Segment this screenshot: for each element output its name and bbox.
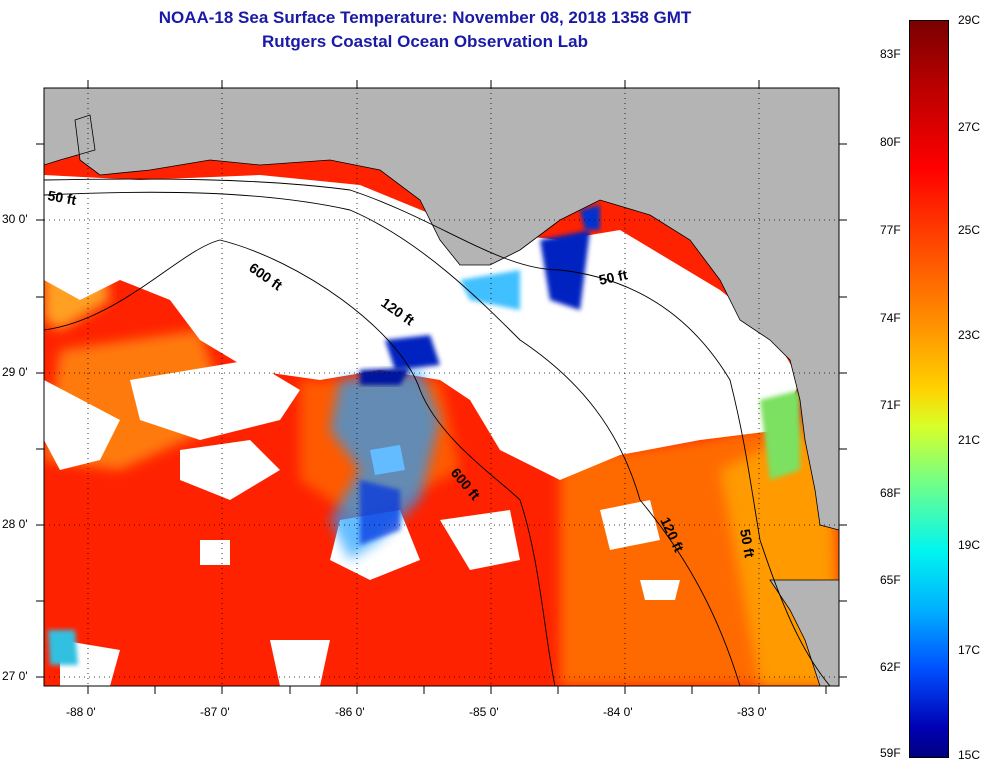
title-line-1: NOAA-18 Sea Surface Temperature: Novembe… <box>158 8 692 27</box>
land-southeast <box>769 579 839 686</box>
contour-120ft <box>44 191 741 686</box>
colorbar-label-15c: 15C <box>958 748 981 762</box>
cloud-south <box>270 640 330 686</box>
colorbar-label-68f: 68F <box>880 486 901 500</box>
colorbar-label-29c: 29C <box>958 13 981 27</box>
colorbar-label-25c: 25C <box>958 223 981 237</box>
colorbar-label-74f: 74F <box>880 311 901 325</box>
title-line-2: Rutgers Coastal Ocean Observation Lab <box>262 32 588 51</box>
cyan-southwest <box>48 630 78 665</box>
contour-label-50ft-east: 50 ft <box>737 528 758 559</box>
colorbar-label-62f: 62F <box>880 660 901 674</box>
contour-600ft <box>44 239 556 686</box>
blue-bay-patch-2 <box>580 205 600 230</box>
cloud-small-2 <box>640 580 680 600</box>
lat-label-27: 27 0' <box>2 669 28 683</box>
contour-label-50ft-west: 50 ft <box>46 187 77 208</box>
cloud-cover <box>44 175 800 480</box>
colorbar-label-23c: 23C <box>958 328 981 342</box>
colorbar-label-83f: 83F <box>880 47 901 61</box>
colorbar-label-71f: 71F <box>880 398 901 412</box>
lon-label-88: -88 0' <box>66 705 96 719</box>
lon-label-86: -86 0' <box>335 705 365 719</box>
green-nearshore <box>760 390 800 480</box>
contour-50ft <box>44 178 831 686</box>
lat-label-29: 29 0' <box>2 365 28 379</box>
map-frame <box>43 87 840 687</box>
blue-patch-2 <box>360 368 410 385</box>
colorbar-label-17c: 17C <box>958 643 981 657</box>
colorbar-label-65f: 65F <box>880 573 901 587</box>
cloud-west-2 <box>130 360 300 440</box>
cold-eddy <box>330 370 440 560</box>
colorbar-label-59f: 59F <box>880 746 901 760</box>
blue-bay-patch <box>540 230 590 310</box>
cloud-west-3 <box>180 440 280 500</box>
lon-label-83: -83 0' <box>737 705 767 719</box>
colorbar-label-27c: 27C <box>958 120 981 134</box>
colorbar-label-80f: 80F <box>880 135 901 149</box>
lat-label-30: 30 0' <box>2 212 28 226</box>
sst-map: 50 ft 600 ft 120 ft 50 ft 600 ft 120 ft … <box>36 80 847 694</box>
cloud-small-1 <box>200 540 230 565</box>
colorbar-label-19c: 19C <box>958 538 981 552</box>
blue-patch-nearshore <box>385 335 440 370</box>
cold-eddy-core <box>360 480 400 545</box>
cloud-west <box>44 380 120 470</box>
temperature-colorbar <box>909 20 949 758</box>
cyan-bay-patch <box>460 270 520 310</box>
contour-label-50ft-bay: 50 ft <box>597 266 629 288</box>
lon-label-87: -87 0' <box>200 705 230 719</box>
lon-label-85: -85 0' <box>469 705 499 719</box>
colorbar-label-21c: 21C <box>958 433 981 447</box>
lon-label-84: -84 0' <box>603 705 633 719</box>
axis-ticks <box>36 80 847 694</box>
colorbar-label-77f: 77F <box>880 223 901 237</box>
lat-label-28: 28 0' <box>2 517 28 531</box>
land-mass <box>44 88 839 531</box>
